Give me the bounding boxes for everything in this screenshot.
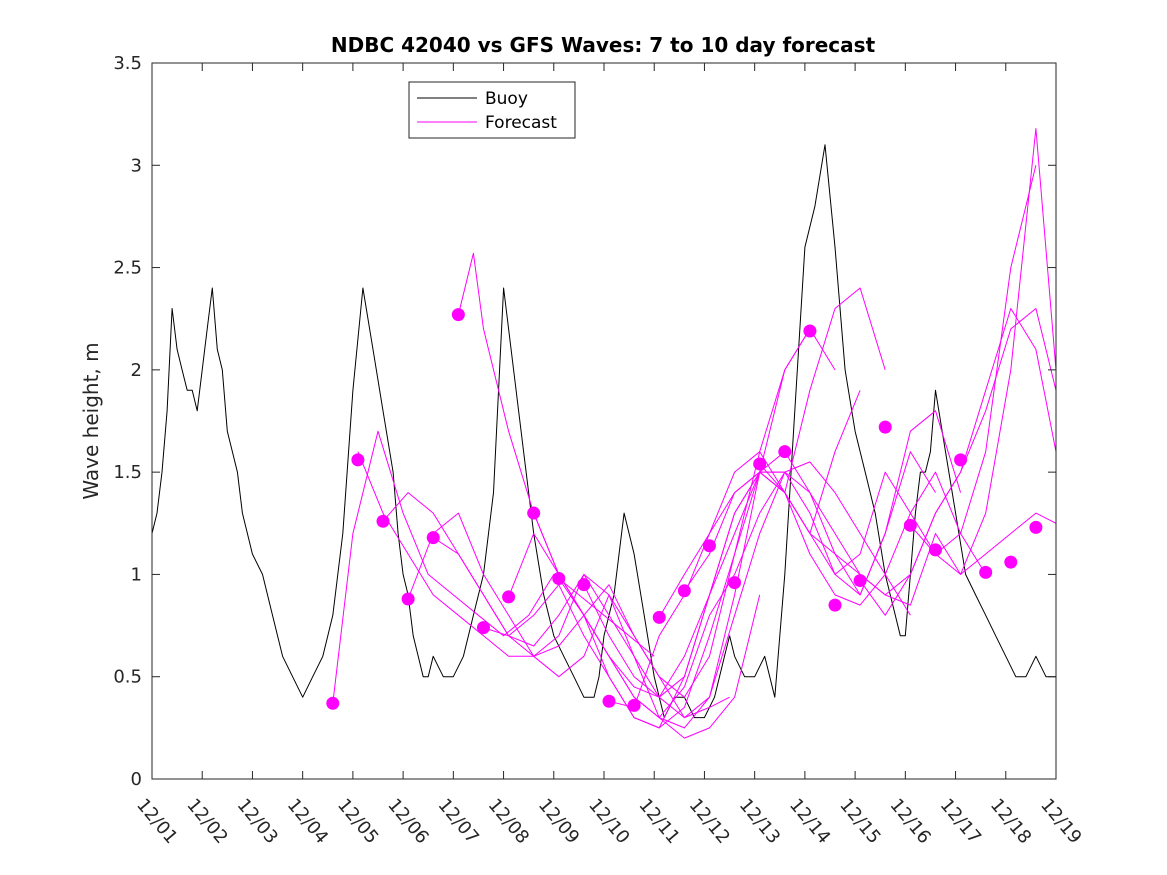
x-tick-label: 12/16 [886,795,935,848]
forecast-line-11 [583,410,962,698]
forecast-line-4 [407,471,786,719]
forecast-start-marker [803,324,817,338]
forecast-start-marker [828,598,842,612]
x-tick-label: 12/18 [986,795,1035,848]
forecast-line-15 [759,308,1057,596]
forecast-start-marker [476,621,490,635]
forecast-line-2 [357,451,730,719]
plot-frame [151,62,1057,780]
x-tick-label: 12/07 [434,795,483,848]
forecast-start-marker [702,539,716,553]
x-tick-label: 12/19 [1036,795,1085,848]
plot-area [151,128,1057,739]
x-tick-label: 12/02 [182,795,231,848]
x-tick-label: 12/04 [283,795,332,848]
x-tick-label: 12/08 [484,795,533,848]
forecast-line-14 [683,128,1057,606]
forecast-start-marker [326,696,340,710]
forecast-start-marker [878,420,892,434]
x-tick-label: 12/05 [333,795,382,848]
y-tick-label: 1.5 [113,462,142,483]
forecast-start-marker [451,308,465,322]
x-tick-label: 12/15 [835,795,884,848]
y-tick-label: 0.5 [113,667,142,688]
x-tick-label: 12/01 [132,795,181,848]
forecast-line-12 [608,451,987,708]
forecast-start-marker [853,574,867,588]
forecast-start-marker [351,453,365,467]
forecast-start-marker [552,572,566,586]
forecast-start-marker [1029,520,1043,534]
x-tick-label: 12/13 [735,795,784,848]
x-tick-label: 12/03 [233,795,282,848]
forecast-start-marker [627,698,641,712]
forecast-start-marker [778,445,792,459]
forecast-start-marker [903,518,917,532]
forecast-series-group [332,128,1057,739]
y-tick-label: 3 [131,155,142,176]
forecast-line-1 [332,430,655,704]
forecast-start-marker [401,592,415,606]
chart-title: NDBC 42040 vs GFS Waves: 7 to 10 day for… [331,33,876,57]
y-tick-label: 0 [131,769,142,790]
x-tick-label: 12/10 [584,795,633,848]
buoy-line [151,144,1056,719]
forecast-start-marker [954,453,968,467]
forecast-line-8 [508,287,886,729]
y-tick-label: 2.5 [113,258,142,279]
forecast-start-marker [652,610,666,624]
x-axis: 12/01 12/02 12/03 12/04 12/05 12/06 12/07 12/08… [132,63,1086,848]
legend-box [408,81,576,139]
y-tick-label: 2 [131,360,142,381]
forecast-start-marker [728,576,742,590]
forecast-line-5 [432,328,811,698]
x-tick-label: 12/09 [534,795,583,848]
forecast-start-marker [426,531,440,545]
x-tick-label: 12/14 [785,795,834,848]
forecast-start-marker [1004,555,1018,569]
forecast-start-marker [502,590,516,604]
legend-buoy-label: Buoy [485,89,528,109]
y-tick-label: 3.5 [113,53,142,74]
forecast-start-marker [602,694,616,708]
forecast-line-16 [859,308,1057,616]
forecast-start-marker [577,578,591,592]
legend-forecast-label: Forecast [485,113,557,133]
forecast-start-marker [677,584,691,598]
forecast-line-13 [658,165,1037,618]
y-axis: 0 0.5 1 1.5 2 2.5 3 3.5 [113,53,1056,790]
x-tick-label: 12/12 [685,795,734,848]
y-tick-label: 1 [131,564,142,585]
forecast-start-marker [376,514,390,528]
forecast-start-marker [527,506,541,520]
x-tick-label: 12/06 [383,795,432,848]
x-tick-label: 12/11 [634,795,683,848]
x-tick-label: 12/17 [936,795,985,848]
forecast-start-marker [753,457,767,471]
buoy-series [151,144,1056,719]
forecast-markers [326,308,1043,712]
forecast-start-marker [928,543,942,557]
legend: Buoy Forecast [408,81,576,139]
forecast-start-marker [979,565,993,579]
y-axis-label: Wave height, m [79,342,103,499]
